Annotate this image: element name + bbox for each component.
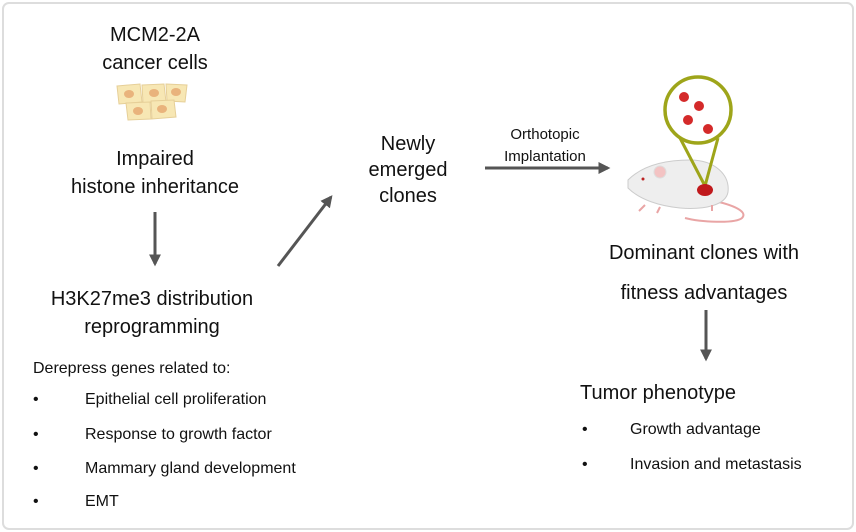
- phenotype-item: Invasion and metastasis: [630, 456, 802, 473]
- gene-item: EMT: [85, 493, 119, 510]
- arrow-label-line1: Orthotopic: [510, 126, 580, 143]
- clones-line1: Newly: [381, 133, 435, 155]
- bullet: •: [582, 456, 588, 473]
- result-line1: Dominant clones with: [609, 242, 799, 264]
- gene-list: • Epithelial cell proliferation • Respon…: [33, 391, 296, 510]
- tumor: [697, 184, 713, 196]
- step1-line2: histone inheritance: [71, 176, 239, 198]
- cancer-cells-icon: [116, 83, 188, 121]
- clones-line2: emerged: [369, 159, 448, 181]
- result-line2: fitness advantages: [621, 282, 788, 304]
- arrow-label-line2: Implantation: [504, 148, 586, 165]
- bullet: •: [33, 493, 39, 510]
- gene-item: Epithelial cell proliferation: [85, 391, 266, 408]
- phenotype-heading: Tumor phenotype: [580, 382, 736, 404]
- derepress-heading: Derepress genes related to:: [33, 360, 230, 377]
- gene-item: Mammary gland development: [85, 460, 296, 477]
- clones-line3: clones: [379, 185, 437, 207]
- arrow-diagonal: [276, 195, 333, 267]
- magnifier-lens-icon: [663, 75, 733, 196]
- phenotype-item: Growth advantage: [630, 421, 761, 438]
- bullet: •: [33, 426, 39, 443]
- step2-line1: H3K27me3 distribution: [51, 288, 253, 310]
- bullet: •: [33, 460, 39, 477]
- step1-line1: Impaired: [116, 148, 194, 170]
- bullet: •: [33, 391, 39, 408]
- phenotype-list: • Growth advantage • Invasion and metast…: [582, 421, 802, 473]
- cells-title-line1: MCM2-2A: [110, 24, 201, 46]
- step2-line2: reprogramming: [84, 316, 220, 338]
- cells-title-line2: cancer cells: [102, 52, 208, 74]
- mouse-icon: [627, 159, 745, 223]
- bullet: •: [582, 421, 588, 438]
- gene-item: Response to growth factor: [85, 426, 272, 443]
